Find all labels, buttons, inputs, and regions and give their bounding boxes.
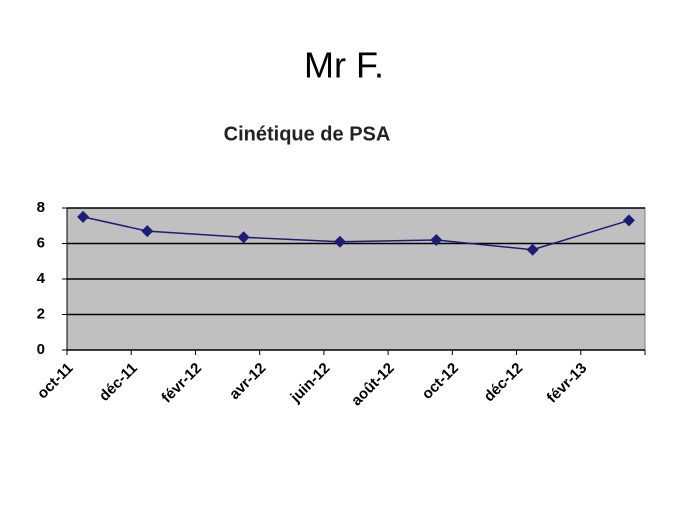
x-tick-label: déc-12 xyxy=(481,360,527,406)
y-tick-label: 6 xyxy=(37,234,45,251)
marker xyxy=(430,233,443,246)
x-tick-label: juin-12 xyxy=(287,360,334,407)
marker xyxy=(526,243,539,256)
marker xyxy=(333,235,346,248)
y-tick-label: 0 xyxy=(37,341,45,358)
marker xyxy=(141,225,154,238)
x-tick-label: févr-12 xyxy=(158,360,205,407)
x-tick-label: déc-11 xyxy=(96,360,141,405)
x-tick-label: avr-12 xyxy=(226,360,269,403)
chart-title: Cinétique de PSA xyxy=(224,123,391,145)
y-tick-label: 2 xyxy=(37,305,45,322)
x-tick-label: oct-12 xyxy=(419,360,462,403)
x-tick-label: févr-13 xyxy=(544,360,591,407)
y-tick-label: 8 xyxy=(37,199,45,216)
marker xyxy=(77,210,90,223)
y-tick-label: 4 xyxy=(37,270,46,287)
marker xyxy=(622,214,635,227)
x-tick-label: août-12 xyxy=(348,360,398,410)
marker xyxy=(237,231,250,244)
x-tick-label: oct-11 xyxy=(34,360,77,403)
slide-title: Mr F. xyxy=(304,45,384,86)
